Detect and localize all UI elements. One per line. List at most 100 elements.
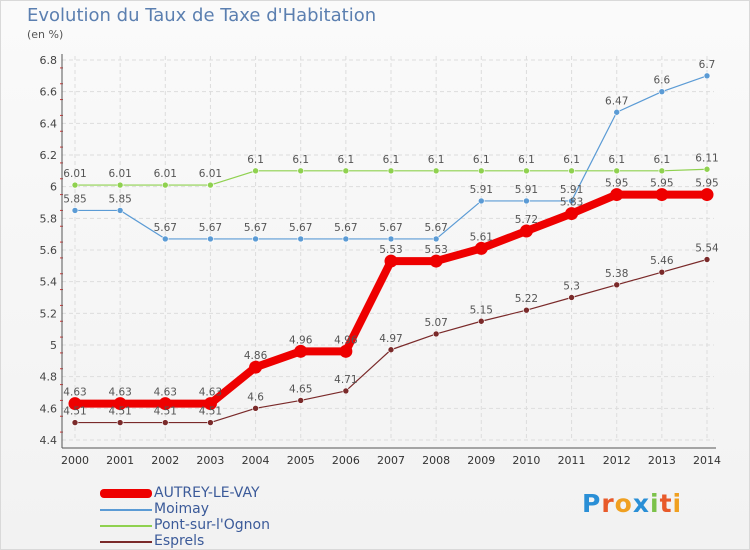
data-label: 4.63 — [108, 387, 131, 399]
data-label: 5.67 — [334, 222, 357, 234]
data-label: 6.1 — [338, 154, 355, 166]
data-label: 6.1 — [428, 154, 445, 166]
data-point — [342, 167, 350, 175]
data-label: 5.72 — [515, 214, 538, 226]
data-point — [387, 346, 395, 354]
y-tick-label: 5.8 — [40, 212, 58, 225]
data-point — [523, 167, 530, 175]
y-tick-label: 6.6 — [40, 86, 58, 99]
data-label: 4.6 — [247, 391, 264, 403]
data-point — [113, 397, 127, 411]
data-label: 5.67 — [424, 222, 447, 234]
y-unit-label: (en %) — [27, 28, 64, 41]
data-point — [71, 419, 79, 426]
data-point — [523, 306, 530, 314]
data-label: 4.65 — [289, 383, 312, 395]
data-point — [297, 167, 305, 175]
data-point — [252, 167, 259, 175]
data-point — [432, 167, 440, 175]
data-label: 4.63 — [154, 387, 177, 399]
data-point — [703, 256, 711, 263]
legend-label: Esprels — [154, 533, 205, 549]
data-point — [477, 197, 485, 205]
data-label: 5.85 — [108, 193, 131, 205]
legend: AUTREY-LE-VAY Moimay Pont-sur-l'Ognon Es… — [100, 486, 360, 550]
data-point — [613, 167, 621, 175]
logo-letter: P — [582, 489, 602, 518]
data-label: 4.63 — [63, 387, 86, 399]
data-label: 5.95 — [695, 178, 718, 190]
data-label: 5.91 — [470, 184, 493, 196]
data-label: 6.1 — [518, 154, 535, 166]
data-label: 4.97 — [379, 333, 402, 345]
data-point — [116, 419, 124, 426]
data-point — [658, 268, 666, 276]
data-point — [658, 167, 666, 175]
data-point — [477, 167, 485, 175]
data-label: 5.38 — [605, 268, 628, 280]
logo-letter: i — [650, 489, 660, 518]
x-tick-label: 2002 — [151, 454, 179, 467]
y-tick-label: 4.6 — [40, 402, 58, 415]
data-label: 6.01 — [63, 168, 86, 180]
data-label: 6.47 — [605, 95, 628, 107]
data-point — [342, 387, 350, 395]
data-label: 5.46 — [650, 255, 674, 267]
data-label: 5.83 — [560, 197, 583, 209]
y-tick-label: 6 — [50, 181, 57, 194]
data-point — [703, 165, 711, 173]
x-tick-label: 2007 — [377, 454, 405, 467]
x-tick-label: 2010 — [512, 454, 540, 467]
data-label: 6.1 — [654, 154, 671, 166]
data-point — [297, 235, 305, 243]
legend-item-esprels[interactable]: Esprels — [100, 534, 360, 550]
data-point — [568, 197, 575, 205]
data-label: 5.53 — [424, 244, 447, 256]
data-label: 6.01 — [108, 168, 131, 180]
proxiti-logo: Proxiti — [582, 489, 682, 518]
data-point — [387, 235, 395, 243]
legend-item-autrey[interactable]: AUTREY-LE-VAY — [100, 486, 360, 502]
data-point — [613, 108, 621, 116]
legend-item-pont-sur-l-ognon[interactable]: Pont-sur-l'Ognon — [100, 518, 360, 534]
x-tick-label: 2014 — [693, 454, 721, 467]
data-label: 4.63 — [199, 387, 222, 399]
data-point — [387, 167, 395, 175]
data-point — [477, 317, 485, 325]
data-point — [252, 235, 259, 243]
data-point — [658, 88, 666, 95]
data-point — [207, 235, 214, 243]
data-point — [565, 207, 579, 221]
data-label: 5.91 — [560, 184, 583, 196]
data-point — [203, 397, 217, 411]
data-point — [432, 330, 440, 338]
legend-item-moimay[interactable]: Moimay — [100, 502, 360, 518]
data-label: 6.01 — [154, 168, 177, 180]
data-point — [432, 235, 440, 243]
data-point — [68, 397, 82, 411]
data-label: 5.22 — [515, 293, 538, 305]
data-label: 4.96 — [289, 334, 313, 346]
y-tick-label: 5 — [50, 339, 57, 352]
data-label: 4.51 — [199, 406, 222, 418]
data-label: 5.07 — [424, 317, 447, 329]
y-tick-label: 6.4 — [40, 117, 58, 130]
legend-swatch — [100, 525, 152, 527]
data-label: 5.53 — [379, 244, 402, 256]
data-point — [474, 241, 488, 255]
data-point — [610, 188, 624, 202]
data-point — [429, 254, 443, 268]
logo-letter: i — [672, 489, 683, 518]
data-label: 6.1 — [247, 154, 264, 166]
data-point — [207, 181, 214, 189]
data-point — [161, 235, 169, 243]
data-label: 5.67 — [199, 222, 222, 234]
data-label: 4.96 — [334, 334, 358, 346]
data-point — [568, 294, 575, 301]
x-tick-label: 2012 — [603, 454, 631, 467]
data-point — [161, 181, 169, 189]
y-tick-label: 4.8 — [40, 371, 58, 384]
x-tick-label: 2000 — [61, 454, 89, 467]
y-tick-label: 6.2 — [40, 149, 58, 162]
data-label: 6.1 — [383, 154, 400, 166]
